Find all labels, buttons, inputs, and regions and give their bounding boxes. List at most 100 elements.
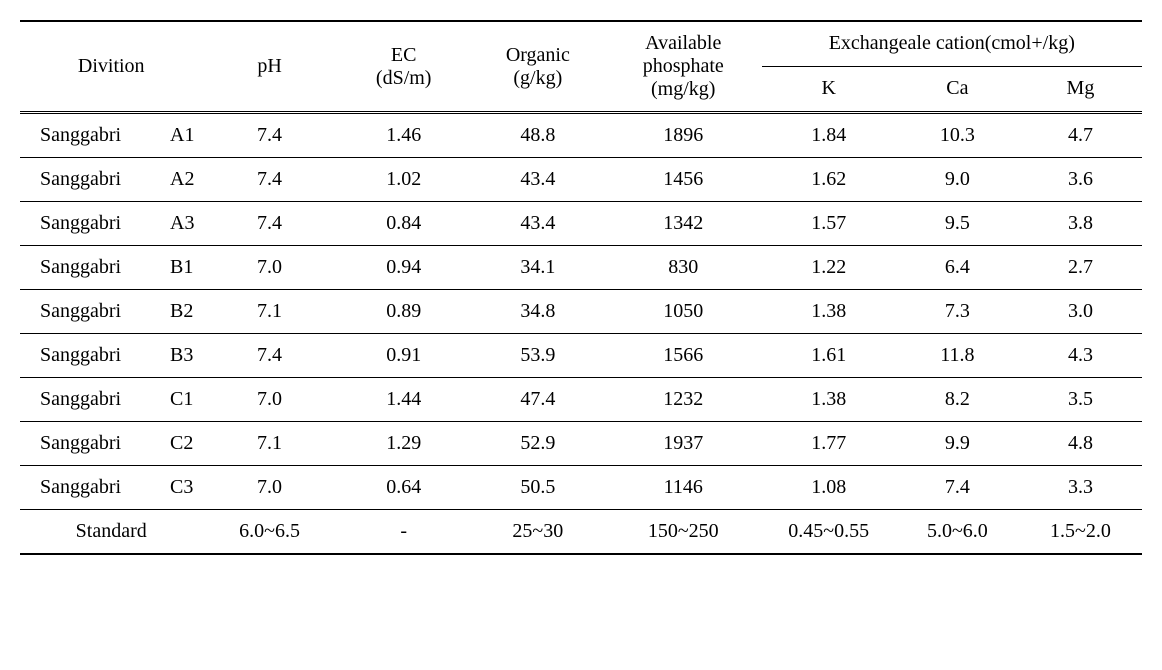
cell-mg: 4.8 xyxy=(1019,422,1142,466)
cell-k: 1.38 xyxy=(762,378,896,422)
cell-organic: 47.4 xyxy=(471,378,605,422)
cell-site: Sanggabri xyxy=(40,300,160,323)
header-organic-label: Organic xyxy=(506,44,570,66)
cell-k: 1.62 xyxy=(762,158,896,202)
header-cation-group: Exchangeale cation(cmol+/kg) xyxy=(762,21,1142,66)
cell-code: B3 xyxy=(160,344,193,367)
cell-code: B2 xyxy=(160,300,193,323)
cell-ca: 9.0 xyxy=(896,158,1019,202)
cell-mg: 3.8 xyxy=(1019,202,1142,246)
standard-ca: 5.0~6.0 xyxy=(896,510,1019,555)
cell-k: 1.57 xyxy=(762,202,896,246)
cell-code: A3 xyxy=(160,212,194,235)
table-row: SanggabriB27.10.8934.810501.387.33.0 xyxy=(20,290,1142,334)
cell-ph: 7.4 xyxy=(202,158,336,202)
soil-data-table: Divition pH EC (dS/m) Organic (g/kg) Ava… xyxy=(20,20,1142,555)
cell-k: 1.84 xyxy=(762,113,896,158)
cell-phosphate: 1050 xyxy=(605,290,762,334)
cell-division: SanggabriC1 xyxy=(20,378,202,422)
cell-ec: 1.44 xyxy=(337,378,471,422)
cell-ph: 7.1 xyxy=(202,422,336,466)
header-ec-unit: (dS/m) xyxy=(376,67,432,89)
cell-division: SanggabriC3 xyxy=(20,466,202,510)
cell-ec: 0.89 xyxy=(337,290,471,334)
cell-site: Sanggabri xyxy=(40,476,160,499)
cell-k: 1.77 xyxy=(762,422,896,466)
table-row: SanggabriB17.00.9434.18301.226.42.7 xyxy=(20,246,1142,290)
cell-organic: 48.8 xyxy=(471,113,605,158)
cell-organic: 52.9 xyxy=(471,422,605,466)
cell-k: 1.38 xyxy=(762,290,896,334)
cell-k: 1.61 xyxy=(762,334,896,378)
table-row: SanggabriC17.01.4447.412321.388.23.5 xyxy=(20,378,1142,422)
header-ca: Ca xyxy=(896,66,1019,112)
cell-ph: 7.4 xyxy=(202,202,336,246)
cell-division: SanggabriB3 xyxy=(20,334,202,378)
cell-division: SanggabriA3 xyxy=(20,202,202,246)
cell-mg: 3.6 xyxy=(1019,158,1142,202)
header-phosphate: Available phosphate (mg/kg) xyxy=(605,21,762,113)
standard-ec: - xyxy=(337,510,471,555)
table-row: SanggabriA37.40.8443.413421.579.53.8 xyxy=(20,202,1142,246)
cell-ca: 9.5 xyxy=(896,202,1019,246)
header-organic-unit: (g/kg) xyxy=(513,67,562,89)
cell-division: SanggabriB2 xyxy=(20,290,202,334)
header-mg: Mg xyxy=(1019,66,1142,112)
header-phosphate-label: Available phosphate xyxy=(643,32,724,77)
cell-organic: 50.5 xyxy=(471,466,605,510)
cell-site: Sanggabri xyxy=(40,432,160,455)
cell-ca: 11.8 xyxy=(896,334,1019,378)
standard-mg: 1.5~2.0 xyxy=(1019,510,1142,555)
cell-mg: 2.7 xyxy=(1019,246,1142,290)
cell-mg: 4.3 xyxy=(1019,334,1142,378)
cell-site: Sanggabri xyxy=(40,124,160,147)
header-ec-label: EC xyxy=(391,44,417,66)
table-body: SanggabriA17.41.4648.818961.8410.34.7San… xyxy=(20,113,1142,510)
cell-ph: 7.4 xyxy=(202,334,336,378)
cell-division: SanggabriC2 xyxy=(20,422,202,466)
header-division: Divition xyxy=(20,21,202,113)
header-ph: pH xyxy=(202,21,336,113)
cell-mg: 3.5 xyxy=(1019,378,1142,422)
cell-organic: 34.8 xyxy=(471,290,605,334)
standard-k: 0.45~0.55 xyxy=(762,510,896,555)
cell-site: Sanggabri xyxy=(40,212,160,235)
cell-code: A1 xyxy=(160,124,194,147)
header-ec: EC (dS/m) xyxy=(337,21,471,113)
cell-ec: 1.02 xyxy=(337,158,471,202)
cell-ph: 7.1 xyxy=(202,290,336,334)
cell-phosphate: 1146 xyxy=(605,466,762,510)
cell-organic: 53.9 xyxy=(471,334,605,378)
cell-site: Sanggabri xyxy=(40,388,160,411)
header-k: K xyxy=(762,66,896,112)
cell-phosphate: 1456 xyxy=(605,158,762,202)
cell-code: A2 xyxy=(160,168,194,191)
header-organic: Organic (g/kg) xyxy=(471,21,605,113)
cell-division: SanggabriA2 xyxy=(20,158,202,202)
cell-ph: 7.4 xyxy=(202,113,336,158)
cell-ph: 7.0 xyxy=(202,466,336,510)
standard-ph: 6.0~6.5 xyxy=(202,510,336,555)
cell-division: SanggabriA1 xyxy=(20,113,202,158)
table-header: Divition pH EC (dS/m) Organic (g/kg) Ava… xyxy=(20,21,1142,113)
table-row: SanggabriC37.00.6450.511461.087.43.3 xyxy=(20,466,1142,510)
cell-phosphate: 830 xyxy=(605,246,762,290)
table-row: SanggabriA17.41.4648.818961.8410.34.7 xyxy=(20,113,1142,158)
cell-ph: 7.0 xyxy=(202,378,336,422)
cell-k: 1.22 xyxy=(762,246,896,290)
cell-organic: 43.4 xyxy=(471,202,605,246)
cell-phosphate: 1232 xyxy=(605,378,762,422)
table-row: SanggabriA27.41.0243.414561.629.03.6 xyxy=(20,158,1142,202)
cell-ca: 8.2 xyxy=(896,378,1019,422)
cell-code: C2 xyxy=(160,432,193,455)
cell-code: C1 xyxy=(160,388,193,411)
cell-phosphate: 1937 xyxy=(605,422,762,466)
cell-ca: 7.3 xyxy=(896,290,1019,334)
cell-organic: 43.4 xyxy=(471,158,605,202)
cell-ec: 1.29 xyxy=(337,422,471,466)
standard-phosphate: 150~250 xyxy=(605,510,762,555)
cell-ec: 0.64 xyxy=(337,466,471,510)
cell-code: C3 xyxy=(160,476,193,499)
cell-phosphate: 1896 xyxy=(605,113,762,158)
cell-organic: 34.1 xyxy=(471,246,605,290)
